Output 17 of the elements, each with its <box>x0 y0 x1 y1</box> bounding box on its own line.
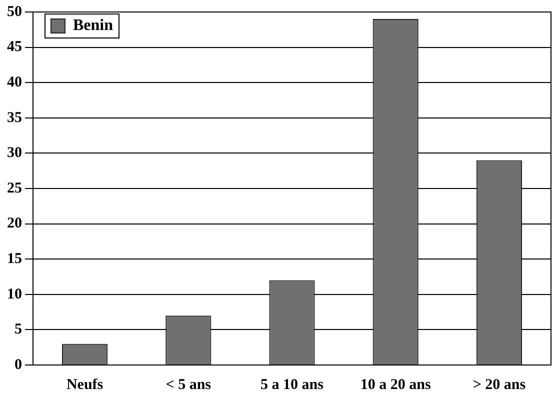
y-tick-label: 20 <box>7 216 22 232</box>
x-tick-label: > 20 ans <box>472 376 526 393</box>
y-tick-label: 0 <box>14 356 22 373</box>
y-tick-label: 5 <box>14 322 22 338</box>
x-tick-label: < 5 ans <box>166 376 212 393</box>
y-tick-label: 15 <box>7 250 22 267</box>
y-tick-label: 25 <box>7 180 22 196</box>
y-tick-label: 10 <box>7 286 22 302</box>
x-tick-label: 10 a 20 ans <box>360 376 431 393</box>
y-tick-label: 50 <box>7 4 22 20</box>
x-tick-label: Neufs <box>66 376 104 393</box>
y-tick-label: 30 <box>7 145 22 162</box>
y-tick-label: 40 <box>7 74 22 90</box>
y-tick-label: 45 <box>7 39 22 56</box>
y-tick-label: 35 <box>7 110 22 126</box>
x-tick-label: 5 a 10 ans <box>260 376 324 393</box>
legend-label: Benin <box>73 17 114 34</box>
